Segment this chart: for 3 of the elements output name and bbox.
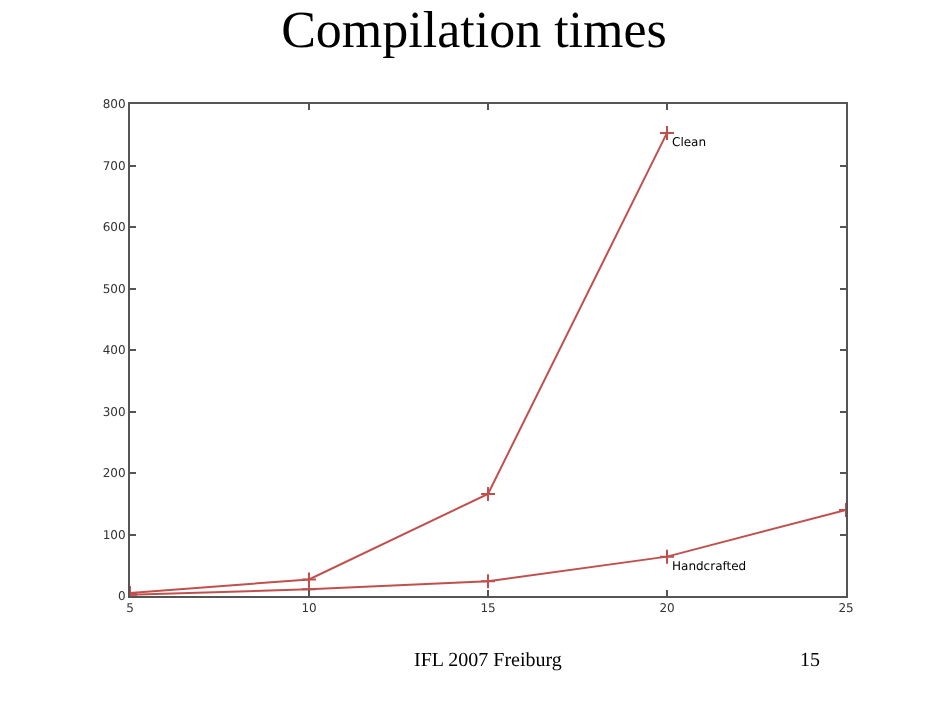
chart-title: Compilation times <box>281 1 667 60</box>
text: 15 <box>800 650 820 672</box>
text: IFL 2007 Freiburg <box>414 650 562 672</box>
